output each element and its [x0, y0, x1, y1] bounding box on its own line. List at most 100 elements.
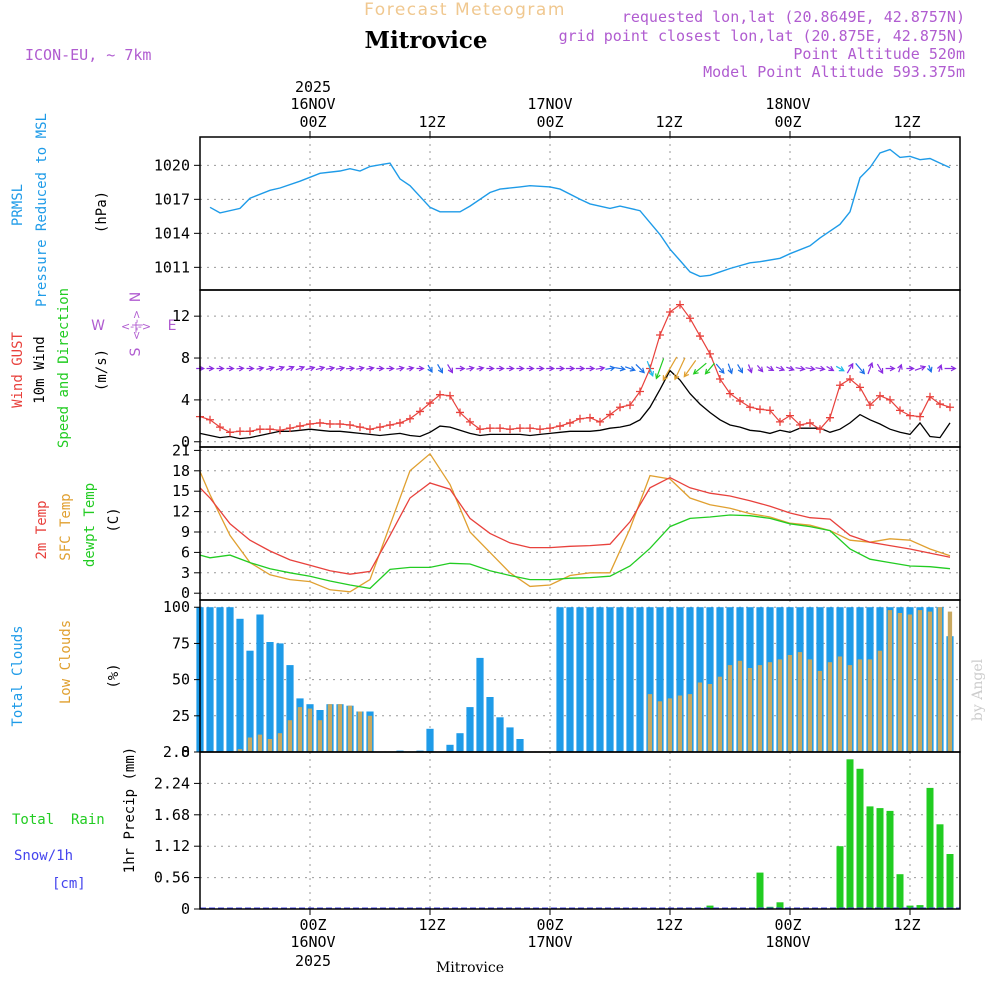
total-cloud-bar	[706, 607, 714, 752]
gust-marker	[576, 414, 584, 423]
wind-direction-arrow	[615, 365, 626, 372]
gust-marker	[326, 419, 334, 428]
rain-bar	[946, 854, 954, 909]
wind-direction-arrow	[536, 365, 545, 372]
wind-direction-arrow	[635, 363, 645, 374]
rain-bar	[886, 810, 894, 909]
low-cloud-bar	[647, 694, 653, 752]
gust-marker	[766, 406, 774, 415]
precip-unit-label: 1hr Precip (mm)	[122, 747, 138, 873]
y-tick-label: 0	[181, 743, 190, 761]
low-cloud-bar	[657, 701, 663, 752]
wind-direction-arrow	[286, 365, 295, 372]
wind-direction-arrow	[575, 365, 586, 372]
wind-direction-arrow	[876, 363, 884, 375]
rain-label: Total Rain	[12, 812, 105, 828]
total-cloud-bar	[476, 657, 484, 752]
gust-marker	[516, 424, 524, 433]
low-cloud-bar	[797, 652, 803, 752]
low-cloud-bar	[737, 660, 743, 752]
total-cloud-bar	[696, 607, 704, 752]
low-cloud-bar	[897, 613, 903, 752]
wind-direction-arrow	[692, 362, 707, 375]
y-tick-label: 15	[172, 482, 190, 500]
pressure-line	[209, 148, 951, 278]
y-tick-label: 1.12	[154, 837, 190, 855]
wind-direction-arrow	[835, 365, 845, 372]
y-tick-label: 12	[172, 307, 190, 325]
point-altitude: Point Altitude 520m	[793, 45, 965, 63]
dewpt-temp-line	[199, 514, 951, 590]
total-cloud-bar	[686, 607, 694, 752]
wind-direction-arrow	[356, 365, 365, 372]
y-tick-label: 1.68	[154, 806, 190, 824]
low-cloud-bar	[807, 659, 813, 752]
requested-coords: requested lon,lat (20.8649E, 42.8757N)	[622, 8, 965, 26]
low-cloud-bar	[837, 656, 843, 752]
y-tick-label: 21	[172, 441, 190, 459]
wind-direction-arrow	[226, 365, 235, 372]
gust-marker	[856, 383, 864, 392]
model-label: ICON-EU, ~ 7km	[25, 46, 151, 64]
low-clouds-label: Low Clouds	[58, 620, 74, 704]
wind-direction-arrow	[906, 365, 915, 372]
wind-direction-arrow	[455, 365, 466, 372]
low-cloud-bar	[817, 670, 823, 752]
gust-marker	[596, 417, 604, 426]
gust-marker	[256, 425, 264, 434]
wind-direction-arrow	[496, 365, 505, 372]
wind-direction-arrow	[655, 358, 665, 380]
gust-marker	[786, 411, 794, 420]
y-tick-label: 0	[181, 584, 190, 602]
low-cloud-bar	[367, 715, 373, 752]
compass-s: S	[128, 347, 144, 356]
wind-direction-arrow	[516, 365, 525, 372]
gust-marker	[716, 374, 724, 383]
total-cloud-bar	[466, 707, 474, 752]
sfc-temp-line	[199, 452, 951, 593]
top-hour-label: 00Z	[536, 113, 563, 131]
wind-speed-line	[199, 369, 951, 440]
gust-marker	[446, 391, 454, 400]
gust-marker	[806, 418, 814, 427]
wind-direction-arrow	[766, 365, 775, 372]
gust-marker	[536, 425, 544, 434]
bottom-hour-label: 12Z	[418, 916, 445, 934]
gust-marker	[396, 418, 404, 427]
panel-frame	[199, 751, 961, 910]
gust-marker	[726, 389, 734, 398]
wind-direction-arrow	[737, 364, 744, 374]
low-cloud-bar	[937, 607, 943, 752]
gust-marker	[306, 419, 314, 428]
gust-marker	[826, 413, 834, 422]
gust-marker	[376, 423, 384, 432]
gust-marker	[466, 417, 474, 426]
rain-bar	[936, 824, 944, 909]
low-cloud-bar	[257, 734, 263, 752]
wind-direction-arrow	[486, 365, 495, 372]
gust-marker	[836, 381, 844, 390]
low-cloud-bar	[757, 665, 763, 752]
low-cloud-bar	[777, 659, 783, 752]
gust-marker	[296, 422, 304, 431]
bottom-hour-label: 12Z	[893, 916, 920, 934]
bottom-date-label: 16NOV	[290, 933, 335, 951]
gust-marker	[566, 418, 574, 427]
total-cloud-bar	[446, 744, 454, 752]
gust-marker	[896, 406, 904, 415]
gust-marker	[796, 421, 804, 430]
wind-direction-arrow	[447, 364, 454, 374]
low-cloud-bar	[767, 662, 773, 752]
low-cloud-bar	[927, 611, 933, 752]
temp2m-line	[199, 476, 951, 575]
sfc-temp-label: SFC Temp	[58, 493, 74, 560]
gust-marker	[926, 392, 934, 401]
gust-marker	[206, 415, 214, 424]
wind-direction-arrow	[775, 365, 786, 372]
y-tick-label: 1011	[154, 258, 190, 276]
gust-marker	[706, 349, 714, 358]
low-cloud-bar	[697, 682, 703, 752]
wind-direction-arrow	[674, 357, 686, 381]
wind-direction-arrow	[376, 365, 385, 372]
wind-direction-arrow	[683, 360, 697, 378]
